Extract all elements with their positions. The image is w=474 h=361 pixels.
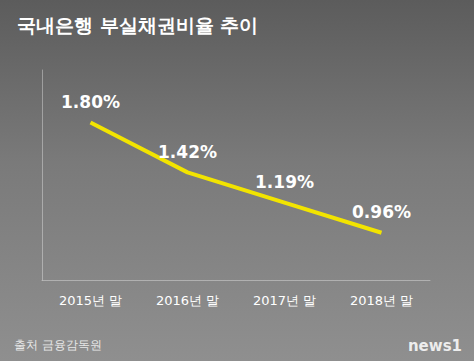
svg-text:2017년 말: 2017년 말 bbox=[253, 293, 316, 308]
svg-text:1.42%: 1.42% bbox=[158, 142, 217, 162]
svg-text:출처 금융감독원: 출처 금융감독원 bbox=[14, 338, 102, 352]
svg-text:1.80%: 1.80% bbox=[61, 92, 120, 112]
svg-text:2018년 말: 2018년 말 bbox=[350, 293, 413, 308]
svg-text:0.96%: 0.96% bbox=[352, 202, 411, 222]
svg-text:2015년 말: 2015년 말 bbox=[59, 293, 122, 308]
svg-text:국내은행 부실채권비율 추이: 국내은행 부실채권비율 추이 bbox=[17, 14, 258, 36]
svg-text:1.19%: 1.19% bbox=[255, 172, 314, 192]
svg-text:2016년 말: 2016년 말 bbox=[156, 293, 219, 308]
svg-text:news1: news1 bbox=[408, 337, 462, 355]
